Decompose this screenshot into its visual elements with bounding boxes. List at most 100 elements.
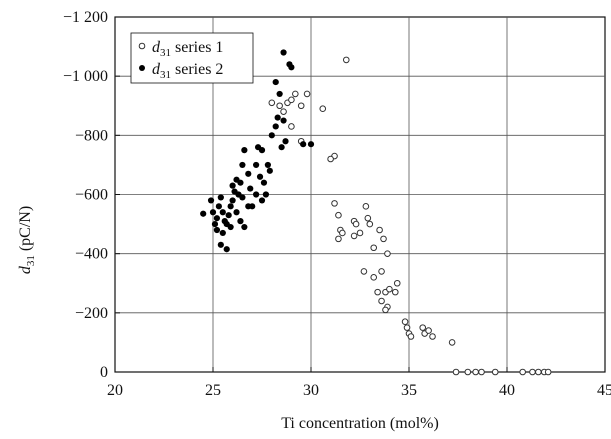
y-axis-ticks: 0 −200 −400 −600 −800 −1 000 −1 200 <box>63 9 120 381</box>
y-tick-label: −200 <box>75 305 108 322</box>
point-series-1 <box>429 333 436 340</box>
point-series-1 <box>276 102 283 110</box>
point-series-2 <box>209 209 217 216</box>
point-series-2 <box>213 226 221 234</box>
point-series-1 <box>376 226 383 234</box>
point-series-2 <box>245 203 252 210</box>
x-tick-label: 25 <box>205 382 221 399</box>
y-tick-label: −1 200 <box>63 9 108 26</box>
y-tick-label: −400 <box>75 246 108 263</box>
point-series-1 <box>335 235 342 243</box>
point-series-1 <box>464 368 472 376</box>
y-axis-symbol: d <box>17 265 34 274</box>
point-series-2 <box>272 78 279 86</box>
point-series-1 <box>280 108 287 115</box>
point-series-2 <box>278 144 285 151</box>
point-series-2 <box>266 167 273 174</box>
point-series-1 <box>380 235 387 243</box>
point-series-1 <box>366 220 374 228</box>
point-series-2 <box>264 161 271 169</box>
point-series-1 <box>519 368 526 376</box>
point-series-1 <box>297 102 305 110</box>
point-series-2 <box>245 170 252 177</box>
legend-entry-series-2: d31 series 2 <box>152 61 223 81</box>
point-series-1 <box>419 324 427 331</box>
legend-entry-series-1: d31 series 1 <box>152 39 223 59</box>
y-tick-label: 0 <box>100 364 108 381</box>
point-series-2 <box>282 138 289 145</box>
point-series-1 <box>362 203 370 210</box>
point-series-1 <box>448 339 456 346</box>
point-series-1 <box>370 244 378 252</box>
legend-name-series-2: series 2 <box>175 61 223 78</box>
point-series-2 <box>225 212 232 219</box>
point-series-2 <box>227 203 234 210</box>
point-series-1 <box>386 285 393 293</box>
point-series-2 <box>219 209 226 216</box>
point-series-2 <box>200 210 207 217</box>
point-series-1 <box>478 368 485 376</box>
point-series-2 <box>253 191 260 198</box>
x-tick-label: 35 <box>401 382 417 399</box>
point-series-1 <box>491 368 499 376</box>
point-series-2 <box>217 241 224 248</box>
point-series-1 <box>370 274 378 281</box>
point-series-1 <box>288 96 295 104</box>
point-series-1 <box>407 333 415 340</box>
point-series-1 <box>350 232 358 240</box>
point-series-2 <box>247 185 254 192</box>
point-series-1 <box>452 368 460 376</box>
point-series-1 <box>391 288 399 296</box>
point-series-2 <box>280 117 287 124</box>
y-tick-label: −600 <box>75 187 108 204</box>
point-series-1 <box>352 220 360 228</box>
point-series-1 <box>403 324 411 331</box>
point-series-1 <box>327 155 334 163</box>
point-series-2 <box>217 194 224 201</box>
point-series-2 <box>239 194 246 201</box>
point-series-2 <box>300 141 307 148</box>
point-series-2 <box>211 220 219 228</box>
point-series-1 <box>378 268 385 275</box>
y-axis-unit: (pC/N) <box>17 206 34 251</box>
x-axis-label: Ti concentration (mol%) <box>281 415 439 432</box>
point-series-2 <box>239 161 246 169</box>
point-series-2 <box>258 197 266 204</box>
point-series-1 <box>339 229 346 237</box>
point-series-2 <box>207 197 215 204</box>
point-series-1 <box>374 288 381 296</box>
point-series-1 <box>342 56 350 64</box>
x-tick-label: 30 <box>303 382 319 399</box>
point-series-1 <box>335 211 342 219</box>
point-series-1 <box>382 306 389 314</box>
point-series-2 <box>237 218 244 225</box>
y-axis-label: d31 (pC/N) <box>17 206 37 274</box>
point-series-1 <box>319 105 327 113</box>
point-series-2 <box>256 173 264 180</box>
point-series-1 <box>425 327 432 334</box>
point-series-2 <box>274 114 281 121</box>
legend-symbol-series-1: d <box>152 39 161 56</box>
x-tick-label: 40 <box>499 382 515 399</box>
point-series-2 <box>268 132 275 139</box>
point-series-1 <box>360 268 368 275</box>
point-series-2 <box>253 161 260 169</box>
y-tick-label: −1 000 <box>63 68 108 85</box>
data-points <box>200 49 552 376</box>
point-series-1 <box>529 368 536 376</box>
point-series-2 <box>219 229 226 237</box>
point-series-2 <box>307 141 315 148</box>
point-series-1 <box>356 229 364 237</box>
legend-sub-series-2: 31 <box>160 69 171 81</box>
legend: d31 series 1 d 31 series 2 <box>130 32 254 84</box>
legend-marker-series-2 <box>139 65 145 71</box>
point-series-1 <box>393 279 401 287</box>
y-tick-label: −800 <box>75 127 108 144</box>
point-series-2 <box>241 147 248 154</box>
x-axis-ticks: 20 25 30 35 40 45 <box>107 367 611 399</box>
y-axis-subscript: 31 <box>25 255 37 266</box>
point-series-2 <box>262 191 270 198</box>
point-series-1 <box>364 214 372 222</box>
point-series-1 <box>378 297 385 305</box>
